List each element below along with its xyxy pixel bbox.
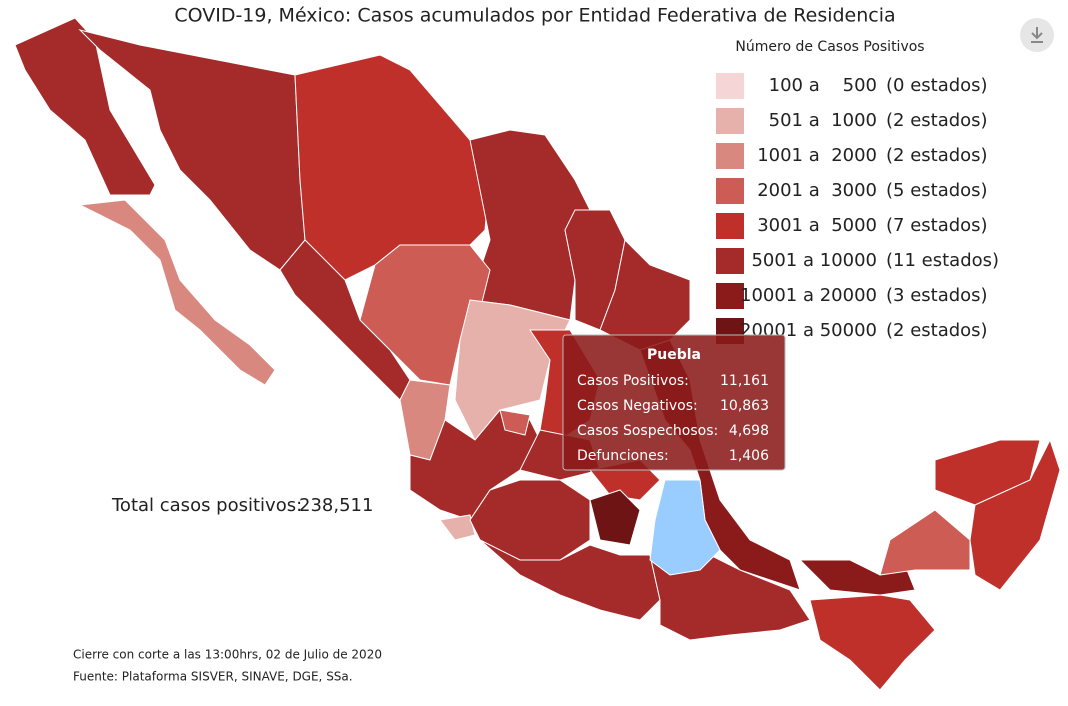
tooltip-label: Casos Positivos: (577, 373, 689, 389)
legend-range: 501 a 1000 (769, 110, 877, 131)
total-label: Total casos positivos: (111, 495, 302, 516)
state (809, 594, 936, 691)
tooltip-value: 10,863 (720, 398, 769, 414)
legend-swatch (716, 143, 744, 169)
legend-count: (2 estados) (886, 110, 988, 131)
tooltip-label: Defunciones: (577, 448, 669, 464)
legend-range: 100 a 500 (769, 75, 877, 96)
legend-range: 2001 a 3000 (757, 180, 877, 201)
legend-swatch (716, 108, 744, 134)
legend-swatch (716, 73, 744, 99)
tooltip: Puebla Casos Positivos: 11,161 Casos Negat… (562, 334, 786, 471)
tooltip-label: Casos Sospechosos: (577, 423, 718, 439)
map-title: COVID-19, México: Casos acumulados por E… (174, 5, 895, 27)
state (969, 438, 1061, 591)
tooltip-value: 1,406 (729, 448, 769, 464)
legend-count: (3 estados) (886, 285, 988, 306)
footnote: Fuente: Plataforma SISVER, SINAVE, DGE, … (73, 670, 353, 684)
tooltip-value: 11,161 (720, 373, 769, 389)
tooltip-title: Puebla (647, 347, 701, 363)
tooltip-label: Casos Negativos: (577, 398, 698, 414)
download-icon[interactable] (1031, 27, 1043, 43)
legend-count: (11 estados) (886, 250, 999, 271)
state (499, 409, 531, 436)
legend-range: 1001 a 2000 (757, 145, 877, 166)
state (78, 199, 276, 386)
state-highlighted (649, 479, 721, 576)
legend-count: (2 estados) (886, 145, 988, 166)
legend-swatch (716, 248, 744, 274)
footnote: Cierre con corte a las 13:00hrs, 02 de J… (73, 648, 382, 662)
legend-count: (5 estados) (886, 180, 988, 201)
tooltip-box (562, 334, 786, 471)
state (798, 559, 916, 596)
legend-title: Número de Casos Positivos (735, 39, 924, 55)
total-value: 238,511 (299, 495, 373, 516)
legend-count: (2 estados) (886, 320, 988, 341)
tooltip-value: 4,698 (729, 423, 769, 439)
legend-count: (0 estados) (886, 75, 988, 96)
legend-swatch (716, 283, 744, 309)
state (649, 549, 811, 641)
legend-swatch (716, 178, 744, 204)
states (14, 17, 1061, 691)
legend-range: 10001 a 20000 (740, 285, 877, 306)
legend-count: (7 estados) (886, 215, 988, 236)
state (439, 514, 476, 541)
download-button[interactable] (1020, 18, 1054, 52)
legend-swatch (716, 213, 744, 239)
state (589, 489, 641, 546)
legend-range: 5001 a 10000 (751, 250, 877, 271)
legend-range: 3001 a 5000 (757, 215, 877, 236)
